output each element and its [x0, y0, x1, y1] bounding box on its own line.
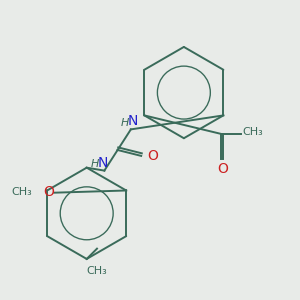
Text: O: O: [217, 162, 228, 176]
Text: N: N: [128, 114, 138, 128]
Text: O: O: [43, 185, 54, 199]
Text: H: H: [91, 159, 99, 170]
Text: CH₃: CH₃: [243, 127, 263, 137]
Text: H: H: [121, 118, 129, 128]
Text: CH₃: CH₃: [11, 188, 32, 197]
Text: O: O: [148, 149, 158, 163]
Text: CH₃: CH₃: [87, 266, 107, 276]
Text: N: N: [98, 156, 108, 170]
